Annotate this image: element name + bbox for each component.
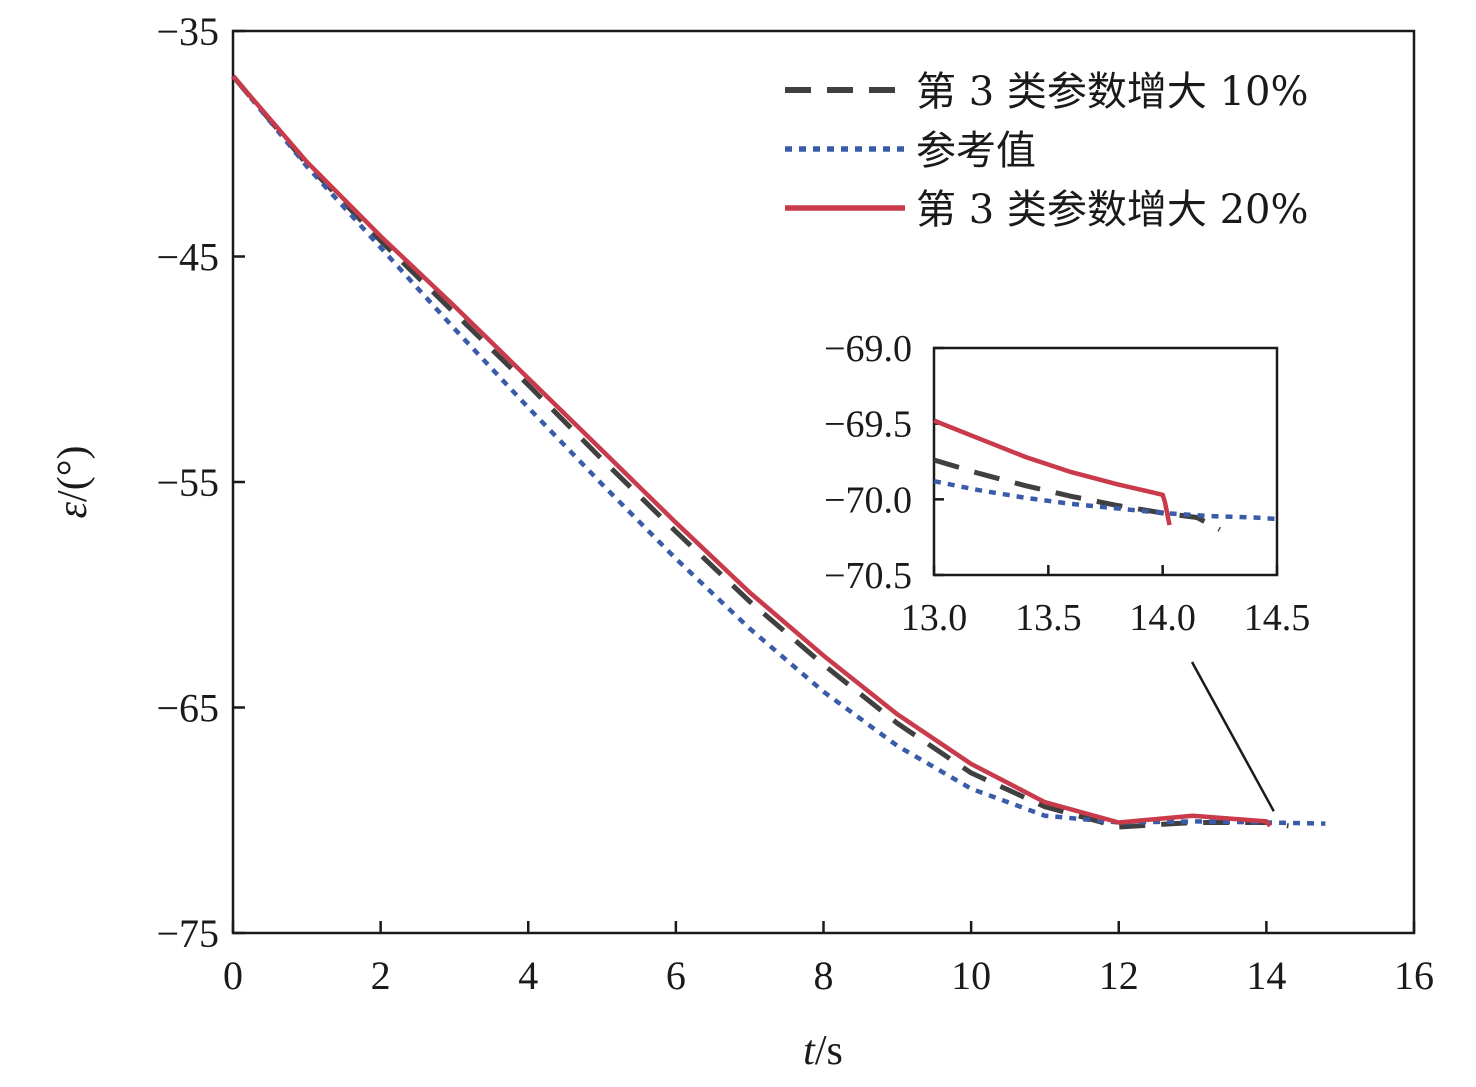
- x-tick-label: 4: [518, 953, 538, 998]
- inset-x-tick-label: 13.5: [1015, 597, 1082, 639]
- main-plot-area: 0 2 4 6 8 10 12 14 16 −35 −45 −55 −65 −75: [156, 9, 1434, 998]
- main-axis-ticks: 0 2 4 6 8 10 12 14 16 −35 −45 −55 −65 −75: [156, 9, 1434, 998]
- legend-label-2: 参考值: [916, 128, 1036, 174]
- x-tick-label: 0: [223, 953, 243, 998]
- inset-y-tick-label: −70.5: [824, 555, 912, 597]
- series-line-2: [231, 74, 1326, 826]
- y-axis-label-symbol: ε: [50, 502, 96, 519]
- inset-y-tick-label: −69.5: [824, 404, 912, 446]
- y-axis-label: ε/(°): [50, 446, 96, 519]
- x-axis-label: t/s: [803, 1028, 843, 1074]
- x-tick-label: 6: [666, 953, 686, 998]
- inset-series-line-1: [933, 457, 1221, 532]
- inset-series-line-3: [933, 418, 1172, 526]
- legend-label-1: 第 3 类参数增大 10%: [916, 69, 1309, 115]
- series-line-1: [231, 74, 1289, 830]
- y-tick-label: −35: [156, 9, 219, 54]
- x-tick-label: 16: [1394, 953, 1434, 998]
- inset-series-group: [933, 418, 1278, 532]
- main-series-group: [231, 74, 1326, 830]
- y-tick-label: −75: [156, 911, 219, 956]
- inset-callout-line: [1190, 661, 1275, 812]
- x-tick-label: 10: [951, 953, 991, 998]
- y-axis-label-unit: /(°): [50, 446, 96, 502]
- x-tick-label: 2: [371, 953, 391, 998]
- inset-plot-frame: [932, 346, 1279, 577]
- y-tick-label: −65: [156, 686, 219, 731]
- inset-plot-area: 13.0 13.5 14.0 14.5 −69.0 −69.5 −70.0 −70.5: [824, 328, 1310, 639]
- series-line-3: [231, 74, 1272, 828]
- inset-series-line-2: [933, 478, 1278, 522]
- inset-y-tick-label: −70.0: [824, 479, 912, 521]
- y-tick-label: −45: [156, 235, 219, 280]
- inset-x-tick-label: 14.5: [1244, 597, 1311, 639]
- x-axis-label-symbol: t: [803, 1028, 816, 1074]
- x-tick-label: 14: [1246, 953, 1286, 998]
- x-axis-label-unit: /s: [815, 1028, 843, 1074]
- legend-label-3: 第 3 类参数增大 20%: [916, 187, 1309, 233]
- inset-axis-ticks: 13.0 13.5 14.0 14.5 −69.0 −69.5 −70.0 −70.5: [824, 328, 1310, 639]
- x-tick-label: 12: [1099, 953, 1139, 998]
- inset-y-tick-label: −69.0: [824, 328, 912, 370]
- inset-x-tick-label: 13.0: [901, 597, 968, 639]
- inset-x-tick-label: 14.0: [1129, 597, 1196, 639]
- y-tick-label: −55: [156, 460, 219, 505]
- x-tick-label: 8: [814, 953, 834, 998]
